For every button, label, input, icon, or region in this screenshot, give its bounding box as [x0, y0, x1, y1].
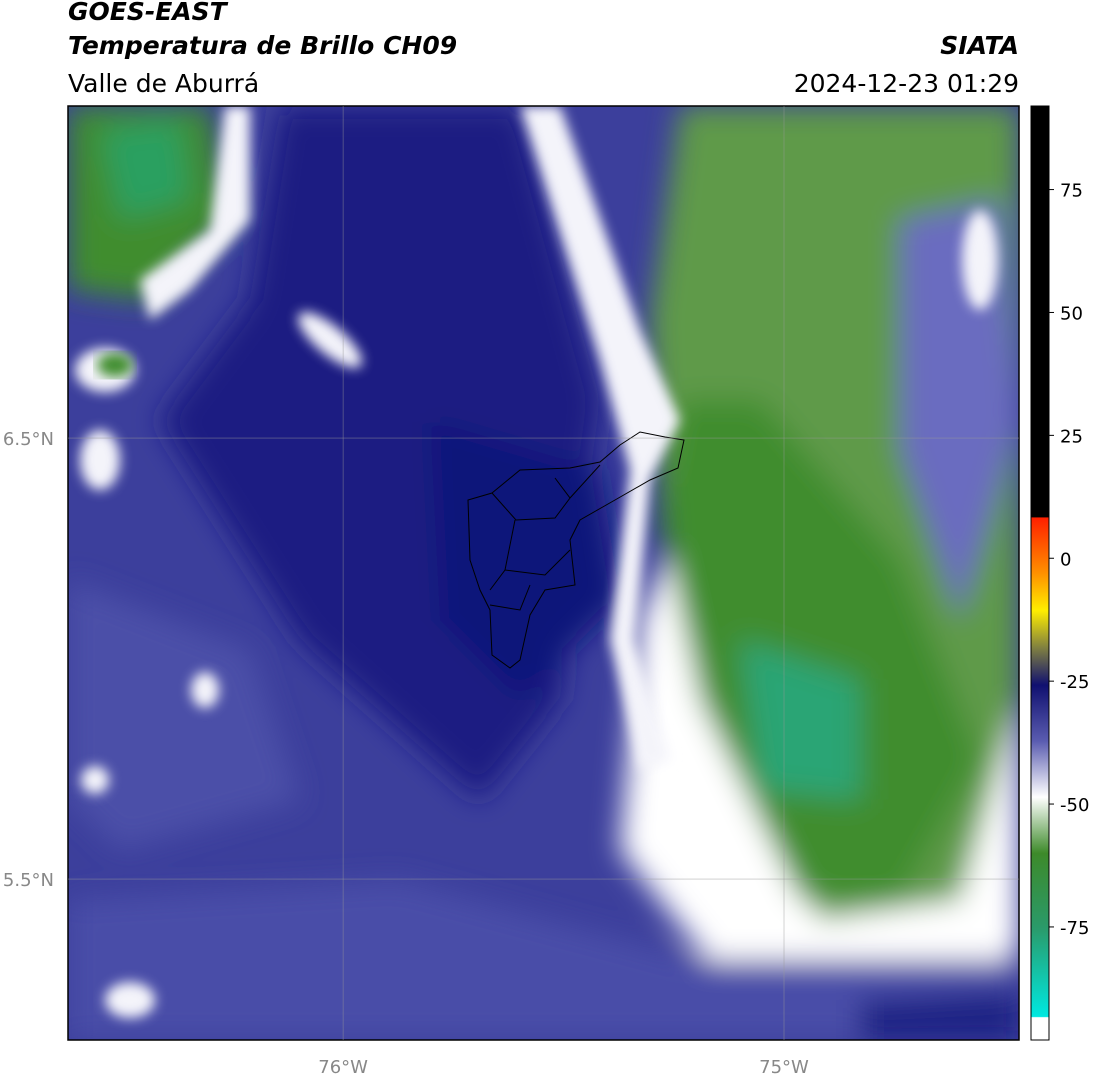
- region: Valle de Aburrá: [68, 69, 259, 98]
- source: SIATA: [940, 31, 1019, 60]
- lat-tick-label: 6.5°N: [3, 429, 54, 450]
- colorbar-tick-label: 75: [1060, 181, 1083, 202]
- colorbar-tick-label: -25: [1060, 672, 1089, 693]
- lon-tick-label: 76°W: [318, 1057, 368, 1078]
- colorbar-tick-label: 0: [1060, 549, 1071, 570]
- timestamp: 2024-12-23 01:29: [794, 69, 1019, 98]
- lat-tick-label: 5.5°N: [3, 870, 54, 891]
- colorbar-tick-label: 25: [1060, 426, 1083, 447]
- colorbar: [1030, 105, 1050, 1041]
- subtitle: Temperatura de Brillo CH09: [68, 31, 457, 60]
- colorbar-tick-label: 50: [1060, 303, 1083, 324]
- lon-tick-label: 75°W: [759, 1057, 809, 1078]
- satellite-image: [68, 106, 1019, 1040]
- colorbar-tick-label: -75: [1060, 918, 1089, 939]
- colorbar-tick-label: -50: [1060, 795, 1089, 816]
- title: GOES-EAST: [68, 0, 229, 26]
- map-frame: [67, 105, 1020, 1041]
